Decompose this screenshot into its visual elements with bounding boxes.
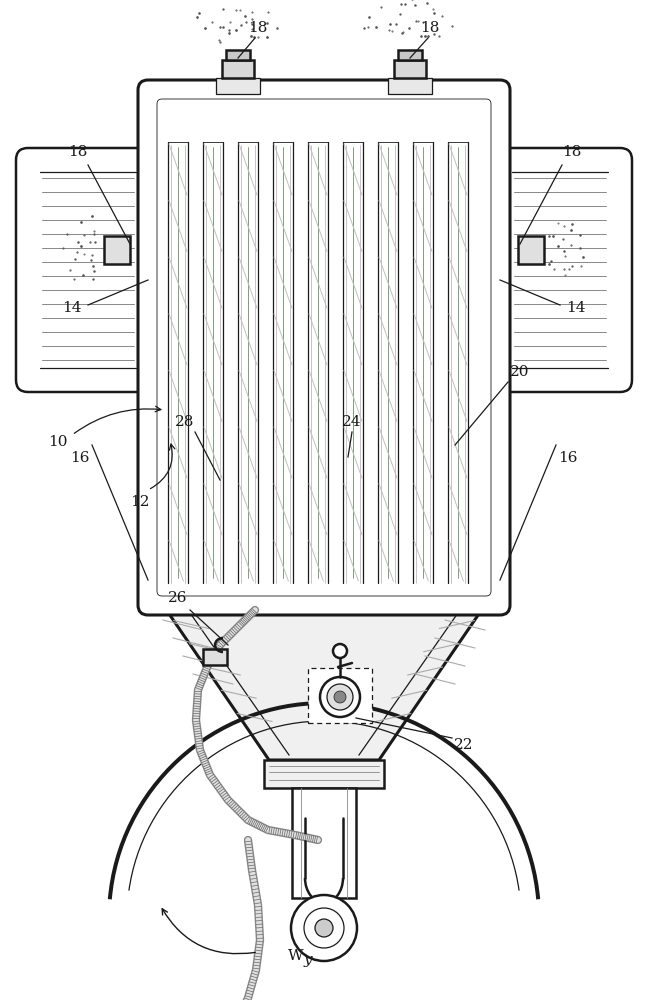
Bar <box>203 649 227 665</box>
Bar <box>518 236 544 264</box>
FancyBboxPatch shape <box>138 80 510 615</box>
Bar <box>394 60 426 78</box>
Text: 28: 28 <box>176 415 194 429</box>
Bar <box>292 788 356 898</box>
Text: 22: 22 <box>454 738 474 752</box>
Bar <box>226 50 250 60</box>
FancyBboxPatch shape <box>157 99 491 596</box>
Text: 26: 26 <box>168 591 188 605</box>
Text: 16: 16 <box>70 451 90 465</box>
Circle shape <box>327 684 353 710</box>
Text: W: W <box>288 949 304 963</box>
Text: y: y <box>304 953 312 967</box>
Bar <box>398 50 422 60</box>
Text: 14: 14 <box>566 301 586 315</box>
Text: 14: 14 <box>62 301 82 315</box>
Circle shape <box>320 677 360 717</box>
Polygon shape <box>163 605 485 760</box>
Text: 18: 18 <box>421 21 440 35</box>
Bar <box>222 60 254 78</box>
Text: 12: 12 <box>130 495 150 509</box>
Text: 18: 18 <box>68 145 87 159</box>
Bar <box>388 78 432 94</box>
Circle shape <box>304 908 344 948</box>
Text: 24: 24 <box>342 415 362 429</box>
Circle shape <box>334 691 346 703</box>
Bar <box>308 668 372 723</box>
Text: 20: 20 <box>510 365 530 379</box>
Text: 18: 18 <box>248 21 268 35</box>
Bar <box>216 78 260 94</box>
Text: 16: 16 <box>558 451 578 465</box>
Bar <box>104 236 130 264</box>
Circle shape <box>333 644 347 658</box>
Text: 10: 10 <box>48 435 68 449</box>
Circle shape <box>315 919 333 937</box>
FancyBboxPatch shape <box>16 148 160 392</box>
Bar <box>264 760 384 788</box>
Circle shape <box>291 895 357 961</box>
Text: 18: 18 <box>562 145 582 159</box>
FancyBboxPatch shape <box>488 148 632 392</box>
